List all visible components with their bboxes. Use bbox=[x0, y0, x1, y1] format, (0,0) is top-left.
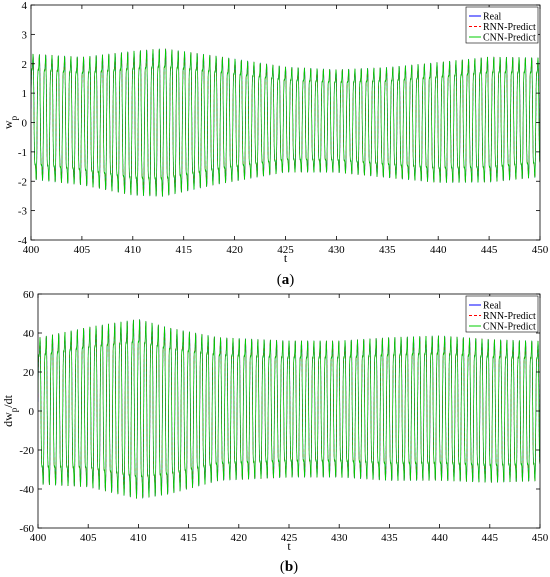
y-tick-label: 0 bbox=[29, 406, 35, 418]
y-tick-label: -3 bbox=[18, 206, 28, 218]
y-axis-label: wp bbox=[1, 115, 19, 129]
y-tick-label: -40 bbox=[19, 484, 34, 496]
x-tick-label: 415 bbox=[180, 532, 197, 544]
y-tick-label: 1 bbox=[22, 88, 28, 100]
y-axis-label-suffix: /dt bbox=[1, 394, 15, 407]
x-tick-label: 440 bbox=[431, 532, 448, 544]
x-axis-label: t bbox=[287, 539, 291, 553]
x-tick-label: 440 bbox=[430, 244, 447, 256]
x-tick-label: 420 bbox=[231, 532, 248, 544]
caption-open-paren: ( bbox=[277, 272, 282, 288]
y-tick-label: 3 bbox=[22, 29, 28, 41]
x-tick-label: 420 bbox=[226, 244, 243, 256]
legend-label: Real bbox=[483, 12, 502, 23]
x-tick-label: 415 bbox=[175, 244, 192, 256]
axes-box-b bbox=[37, 293, 541, 529]
caption-open-paren: ( bbox=[280, 559, 285, 575]
chart-a: 400 405 410 415 420 425 430 435 440 445 450-4-3-2-… bbox=[1, 0, 549, 288]
series-line-cnn-predict bbox=[38, 319, 540, 499]
legend-label: RNN-Predict bbox=[483, 311, 536, 322]
caption-letter: b bbox=[285, 559, 293, 575]
x-tick-label: 405 bbox=[80, 532, 97, 544]
panel-caption-a: (a) bbox=[277, 272, 295, 288]
caption-close-paren: ) bbox=[289, 272, 294, 288]
legend-label: CNN-Predict bbox=[483, 33, 536, 44]
x-tick-label: 445 bbox=[481, 244, 498, 256]
x-tick-label: 400 bbox=[30, 532, 47, 544]
x-tick-label: 435 bbox=[381, 532, 398, 544]
y-axis-label: dwp/dt bbox=[1, 394, 19, 427]
series-line-cnn-predict bbox=[31, 48, 540, 197]
x-tick-label: 445 bbox=[482, 532, 499, 544]
legend-label: Real bbox=[483, 301, 502, 312]
x-tick-label: 435 bbox=[379, 244, 396, 256]
x-tick-label: 400 bbox=[23, 244, 40, 256]
x-tick-label: 410 bbox=[130, 532, 147, 544]
y-tick-label: 2 bbox=[22, 59, 28, 71]
y-tick-label: 0 bbox=[22, 118, 28, 130]
x-tick-label: 410 bbox=[125, 244, 142, 256]
axes-box-a bbox=[30, 4, 541, 241]
y-axis-label-main: w bbox=[1, 120, 15, 129]
y-tick-label: 20 bbox=[23, 367, 35, 379]
plot-area-b bbox=[38, 318, 540, 499]
x-tick-label: 450 bbox=[532, 244, 549, 256]
x-tick-label: 430 bbox=[328, 244, 345, 256]
legend-label: RNN-Predict bbox=[483, 22, 536, 33]
y-tick-label: -1 bbox=[18, 147, 27, 159]
caption-letter: a bbox=[282, 272, 290, 288]
legend-label: CNN-Predict bbox=[483, 322, 536, 333]
y-tick-label: -60 bbox=[19, 523, 34, 535]
y-tick-label: -20 bbox=[19, 445, 34, 457]
x-axis-label: t bbox=[284, 251, 288, 265]
y-axis-label-subscript: p bbox=[9, 407, 19, 412]
y-axis-label-main: dw bbox=[1, 412, 15, 427]
y-tick-label: -4 bbox=[18, 235, 28, 247]
y-axis-label-subscript: p bbox=[9, 115, 19, 120]
x-tick-label: 425 bbox=[281, 532, 298, 544]
x-tick-label: 430 bbox=[331, 532, 348, 544]
y-tick-label: 4 bbox=[22, 0, 28, 12]
y-tick-label: -2 bbox=[18, 176, 27, 188]
chart-b: 400 405 410 415 420 425 430 435 440 445 450-60-40-… bbox=[1, 289, 549, 575]
x-tick-label: 450 bbox=[532, 532, 549, 544]
plot-area-a bbox=[31, 48, 540, 197]
x-tick-label: 425 bbox=[277, 244, 294, 256]
x-tick-label: 405 bbox=[74, 244, 91, 256]
caption-close-paren: ) bbox=[293, 559, 298, 575]
panel-caption-b: (b) bbox=[280, 559, 298, 575]
y-tick-label: 60 bbox=[23, 289, 35, 301]
y-tick-label: 40 bbox=[23, 328, 35, 340]
